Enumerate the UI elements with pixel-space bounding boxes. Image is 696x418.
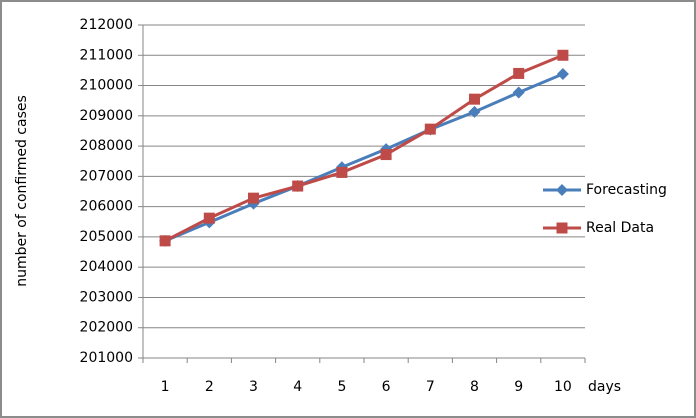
x-tick-label: 4	[293, 379, 302, 395]
y-tick-label: 209000	[80, 108, 133, 124]
marker	[336, 166, 348, 178]
marker	[556, 68, 569, 81]
marker	[203, 212, 215, 224]
marker	[424, 123, 436, 135]
marker	[469, 93, 480, 105]
y-tick-label: 205000	[80, 229, 133, 245]
series-line	[164, 72, 564, 243]
marker	[292, 180, 304, 192]
x-tick-label: 5	[337, 379, 346, 395]
marker	[512, 86, 525, 99]
y-tick-label: 206000	[80, 199, 133, 215]
y-tick-label: 202000	[80, 320, 133, 336]
legend-label: Real Data	[586, 220, 654, 236]
y-tick-label: 203000	[80, 289, 133, 305]
x-tick-label: 10	[554, 379, 572, 395]
series-line	[164, 53, 564, 243]
x-axis-label: days	[588, 379, 621, 395]
x-tick-label: 2	[205, 379, 214, 395]
marker	[159, 235, 171, 247]
y-tick-label: 201000	[80, 350, 133, 366]
marker	[557, 49, 569, 61]
y-tick-label: 210000	[80, 78, 133, 94]
marker	[380, 149, 392, 161]
y-tick-label: 204000	[80, 259, 133, 275]
marker	[468, 105, 481, 118]
legend-marker	[556, 222, 568, 234]
x-tick-label: 9	[514, 379, 523, 395]
x-tick-label: 7	[426, 379, 435, 395]
y-axis-label: number of confirmed cases	[14, 95, 30, 287]
y-tick-label: 208000	[80, 138, 133, 154]
x-tick-label: 3	[249, 379, 258, 395]
x-tick-label: 8	[470, 379, 479, 395]
x-tick-label: 1	[161, 379, 170, 395]
y-tick-label: 211000	[80, 47, 133, 63]
legend-marker	[556, 184, 568, 196]
y-tick-label: 212000	[80, 17, 133, 33]
x-tick-label: 6	[382, 379, 391, 395]
marker	[248, 192, 259, 204]
marker	[513, 67, 525, 79]
legend-label: Forecasting	[586, 182, 667, 198]
y-tick-label: 207000	[80, 168, 133, 184]
